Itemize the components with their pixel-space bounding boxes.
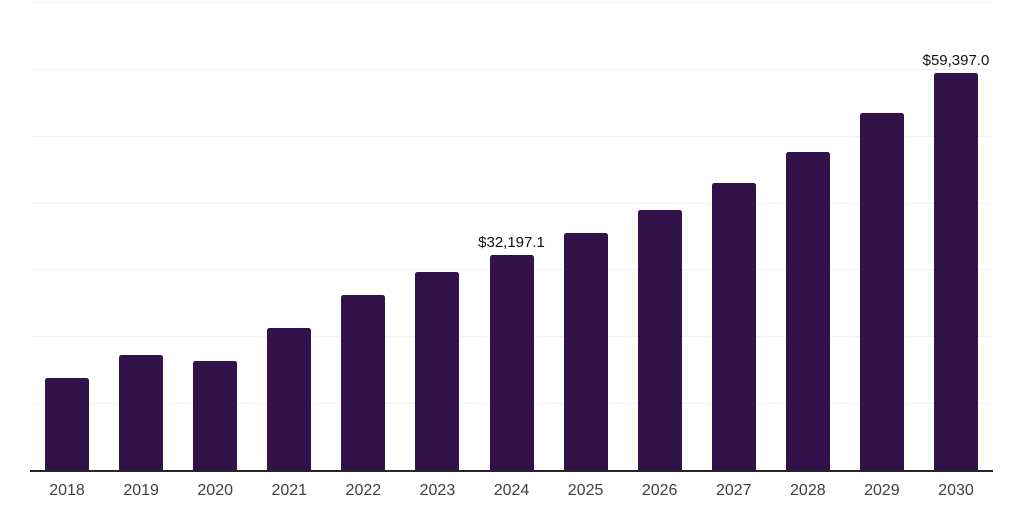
bar-slot-2025	[549, 2, 623, 470]
bar-2018	[45, 378, 90, 470]
bar-2023	[415, 271, 460, 470]
bar-2019	[119, 355, 164, 470]
data-label-2024: $32,197.1	[478, 233, 545, 251]
x-axis-line	[30, 470, 993, 472]
bar-2029	[859, 112, 904, 470]
bar-2027	[711, 182, 756, 470]
x-tick-2026: 2026	[641, 482, 678, 499]
bar-slot-2027	[697, 2, 771, 470]
x-tick-2022: 2022	[345, 482, 382, 499]
bar-2025	[563, 233, 608, 470]
bar-slot-2026	[623, 2, 697, 470]
bar-slot-2028	[771, 2, 845, 470]
bars: $32,197.1 $59,397.0	[30, 2, 993, 470]
x-tick-2030: 2030	[938, 482, 974, 499]
bar-2021	[267, 328, 312, 470]
bar-2024: $32,197.1	[478, 234, 545, 470]
bar-2022	[341, 294, 386, 470]
bar-slot-2022	[326, 2, 400, 470]
x-tick-2028: 2028	[790, 482, 826, 499]
bar-2026	[637, 210, 682, 470]
gridline	[30, 202, 993, 204]
bar-slot-2030: $59,397.0	[919, 2, 993, 470]
gridline	[30, 2, 993, 3]
bar-slot-2029	[845, 2, 919, 470]
x-tick-2021: 2021	[271, 482, 308, 499]
bar-2020	[193, 361, 238, 470]
data-label-2030: $59,397.0	[922, 51, 990, 69]
x-tick-2025: 2025	[567, 482, 604, 499]
gridline	[30, 68, 993, 70]
bar-slot-2018	[30, 2, 104, 470]
plot-area: $32,197.1 $59,397.0	[30, 2, 993, 470]
bar-slot-2023	[400, 2, 474, 470]
x-tick-2018: 2018	[49, 482, 85, 499]
bar-2028	[785, 152, 830, 470]
bar-slot-2024: $32,197.1	[474, 2, 548, 470]
x-tick-2023: 2023	[419, 482, 456, 499]
bar-slot-2020	[178, 2, 252, 470]
bar-2030: $59,397.0	[923, 52, 989, 470]
x-axis-tick-labels: 2018 2019 2020 2021 2022 2023 2024 2025 2026 2027…	[30, 482, 993, 500]
x-tick-2024: 2024	[493, 482, 530, 499]
gridline	[30, 135, 993, 137]
bar-slot-2021	[252, 2, 326, 470]
x-tick-2027: 2027	[715, 482, 752, 499]
bar-slot-2019	[104, 2, 178, 470]
x-tick-2020: 2020	[197, 482, 233, 499]
x-tick-2029: 2029	[864, 482, 900, 499]
x-tick-2019: 2019	[123, 482, 159, 499]
